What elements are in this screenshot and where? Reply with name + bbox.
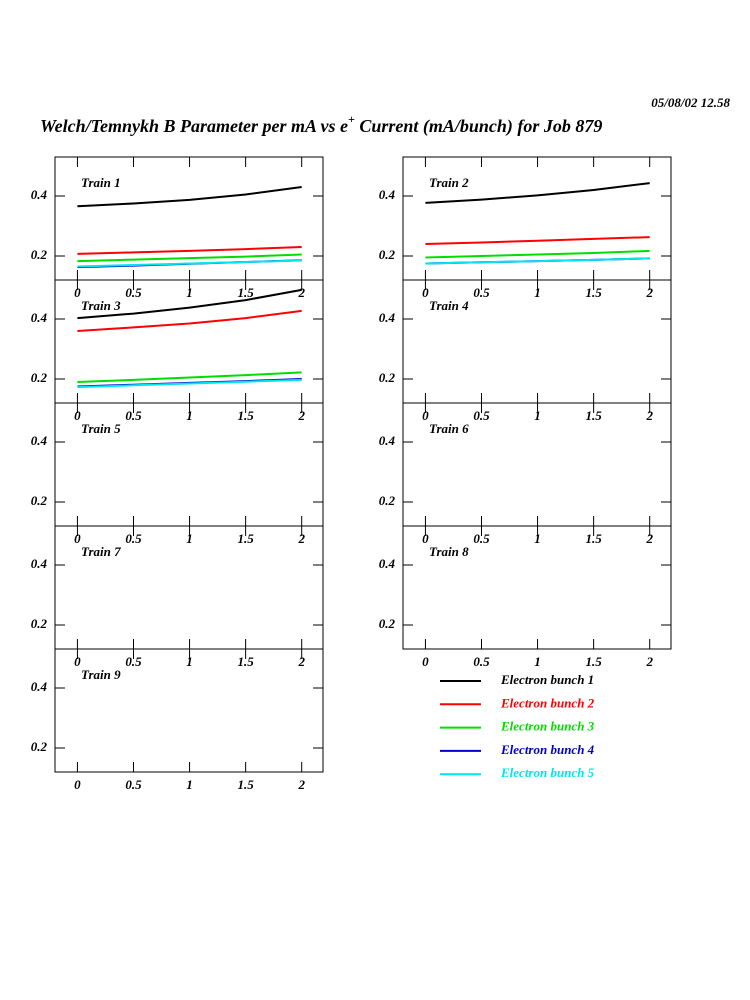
y-tick-label: 0.4 (379, 187, 396, 202)
x-tick-label: 0.5 (125, 285, 142, 300)
y-tick-label: 0.2 (31, 616, 48, 631)
series-line (77, 246, 302, 255)
x-tick-label: 0 (74, 531, 81, 546)
y-tick-label: 0.4 (31, 310, 48, 325)
x-tick-label: 1 (534, 285, 541, 300)
x-tick-label: 1.5 (586, 654, 603, 669)
x-tick-label: 1 (186, 408, 193, 423)
series-line (77, 186, 302, 208)
series-line (425, 236, 650, 245)
panel-frame (54, 648, 324, 773)
y-tick-label: 0.4 (379, 433, 396, 448)
series-line (77, 259, 302, 268)
title-part: Current (mA/bunch) for Job 879 (355, 116, 603, 137)
x-tick-label: 0 (422, 285, 429, 300)
timestamp: 05/08/02 12.58 (651, 95, 730, 110)
x-tick-label: 1.5 (238, 408, 255, 423)
x-tick-label: 0 (422, 531, 429, 546)
y-tick-label: 0.2 (379, 616, 396, 631)
series-line (425, 257, 650, 265)
x-tick-label: 2 (297, 777, 305, 792)
x-tick-label: 0 (74, 408, 81, 423)
x-tick-label: 2 (297, 285, 305, 300)
x-tick-label: 0 (74, 654, 81, 669)
x-tick-label: 0.5 (125, 531, 142, 546)
legend-label: Electron bunch 3 (500, 719, 595, 734)
series-line (425, 249, 650, 259)
series-line (77, 371, 302, 383)
y-tick-label: 0.4 (31, 679, 48, 694)
x-tick-label: 1 (186, 531, 193, 546)
x-tick-label: 2 (645, 654, 653, 669)
x-tick-label: 1.5 (586, 408, 603, 423)
x-tick-label: 1 (186, 654, 193, 669)
y-tick-label: 0.2 (379, 370, 396, 385)
panel-title: Train 7 (81, 544, 121, 559)
y-tick-label: 0.4 (31, 187, 48, 202)
x-tick-label: 1.5 (238, 654, 255, 669)
page-title: Welch/Temnykh B Parameter per mA vs e+ C… (40, 112, 602, 137)
x-tick-label: 0 (74, 777, 81, 792)
panel-title: Train 6 (429, 421, 469, 436)
panel-title: Train 1 (81, 175, 121, 190)
panel-title: Train 3 (81, 298, 121, 313)
y-tick-label: 0.2 (31, 493, 48, 508)
x-tick-label: 0.5 (125, 654, 142, 669)
series-line (77, 378, 302, 389)
y-tick-label: 0.2 (31, 247, 48, 262)
panel-title: Train 9 (81, 667, 121, 682)
panel-title: Train 4 (429, 298, 469, 313)
x-tick-label: 0.5 (473, 531, 490, 546)
legend-label: Electron bunch 1 (500, 672, 594, 687)
x-tick-label: 1.5 (586, 531, 603, 546)
x-tick-label: 2 (297, 654, 305, 669)
x-tick-label: 2 (645, 285, 653, 300)
panel-title: Train 2 (429, 175, 469, 190)
x-tick-label: 2 (645, 408, 653, 423)
x-tick-label: 0 (422, 408, 429, 423)
x-tick-label: 0.5 (473, 408, 490, 423)
series-line (77, 288, 302, 320)
title-superscript: + (348, 112, 355, 126)
x-tick-label: 0 (422, 654, 429, 669)
panel-frame (402, 525, 672, 650)
x-tick-label: 2 (297, 408, 305, 423)
x-tick-label: 1.5 (238, 777, 255, 792)
legend-label: Electron bunch 5 (500, 765, 595, 780)
y-tick-label: 0.2 (31, 739, 48, 754)
legend-label: Electron bunch 4 (500, 742, 595, 757)
x-tick-label: 0.5 (473, 285, 490, 300)
x-tick-label: 0.5 (125, 408, 142, 423)
x-tick-label: 0.5 (125, 777, 142, 792)
x-tick-label: 1 (186, 285, 193, 300)
x-tick-label: 2 (645, 531, 653, 546)
panel-title: Train 8 (429, 544, 469, 559)
y-tick-label: 0.2 (31, 370, 48, 385)
series-line (77, 309, 302, 332)
y-tick-label: 0.4 (379, 310, 396, 325)
series-line (425, 182, 650, 204)
x-tick-label: 2 (297, 531, 305, 546)
x-tick-label: 1.5 (238, 531, 255, 546)
y-tick-label: 0.4 (379, 556, 396, 571)
series-line (77, 253, 302, 263)
y-tick-label: 0.4 (31, 433, 48, 448)
x-tick-label: 0.5 (473, 654, 490, 669)
y-tick-label: 0.2 (379, 493, 396, 508)
x-tick-label: 1 (534, 654, 541, 669)
x-tick-label: 1 (534, 408, 541, 423)
title-part: Welch/Temnykh B Parameter per mA vs e (40, 116, 348, 136)
legend-label: Electron bunch 2 (500, 695, 595, 710)
x-tick-label: 1 (534, 531, 541, 546)
x-tick-label: 1 (186, 777, 193, 792)
y-tick-label: 0.2 (379, 247, 396, 262)
x-tick-label: 0 (74, 285, 81, 300)
panel-title: Train 5 (81, 421, 121, 436)
y-tick-label: 0.4 (31, 556, 48, 571)
x-tick-label: 1.5 (586, 285, 603, 300)
x-tick-label: 1.5 (238, 285, 255, 300)
